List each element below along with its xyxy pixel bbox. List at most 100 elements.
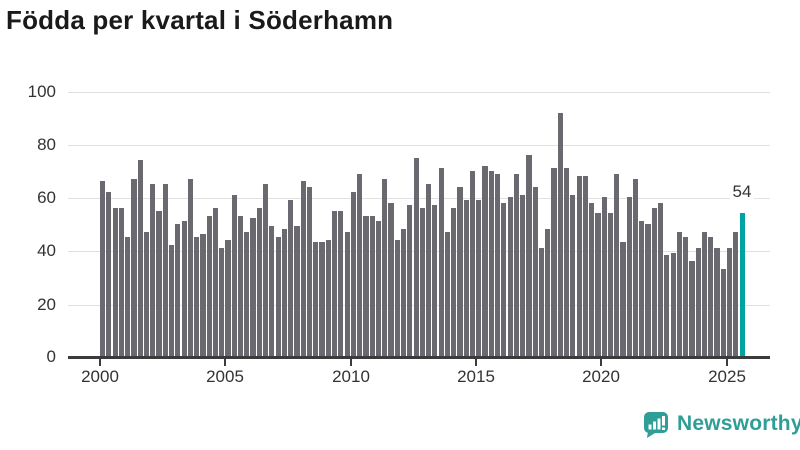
bar [419,207,425,356]
bar [369,215,375,356]
bar [407,205,413,356]
bar [137,160,143,356]
bar [363,215,369,356]
x-axis-label: 2025 [708,367,746,386]
bar [495,173,501,356]
bar [131,178,137,356]
bar [438,168,444,356]
bar [382,178,388,356]
y-axis-label: 100 [27,82,56,101]
bar [162,184,168,356]
bar [513,173,519,356]
bar [701,231,708,356]
bar [400,229,407,356]
bar [350,192,356,356]
bar [651,207,657,356]
bar [313,242,319,356]
bar [645,223,651,356]
bar [664,255,670,356]
bar [413,157,419,356]
x-axis-label: 2010 [332,367,370,386]
highlight-value-label: 54 [712,182,772,202]
bar [426,184,432,356]
bar [676,231,683,356]
x-axis-tick [475,359,477,366]
bar [607,213,614,356]
bar [476,199,482,356]
x-axis-tick [224,359,226,366]
bar [595,213,601,356]
bar [306,186,313,356]
gridline-60 [68,198,770,199]
bar [714,247,720,356]
x-axis-label: 2020 [582,367,620,386]
highlighted-bar [739,213,745,356]
bar [263,184,269,356]
x-axis-tick [350,359,352,366]
bar [451,207,457,356]
bar [275,236,281,356]
bar [112,207,118,356]
bar [639,221,645,356]
bar [482,165,488,356]
x-axis-tick [99,359,101,366]
bar [187,178,193,356]
bar [551,168,557,356]
bar [670,252,676,356]
bar [250,218,256,356]
y-axis-label: 40 [37,241,56,260]
bar [589,202,595,356]
bar [206,215,212,356]
y-axis-label: 80 [37,135,56,154]
y-axis-label: 0 [46,347,56,366]
bar [244,231,250,356]
bar [156,210,162,356]
bar [181,221,187,356]
bar [626,197,632,356]
newsworthy-logo-text: Newsworthy [677,412,800,435]
bar [457,186,463,356]
bar [394,239,400,356]
bar [689,260,695,356]
newsworthy-logo-icon [644,412,668,438]
bar [200,234,206,356]
bar [432,205,438,356]
x-axis-line [68,356,770,359]
newsworthy-logo-link[interactable]: Newsworthy [642,410,800,438]
bar [319,242,325,356]
bar [118,207,124,356]
bar [231,194,237,356]
bar [143,231,150,356]
bar [520,194,526,356]
bar [444,231,451,356]
bar [357,173,363,356]
bar [526,154,532,356]
bar [100,181,106,356]
bar [175,223,181,356]
gridline-80 [68,145,770,146]
y-axis-label: 20 [37,295,56,314]
bar [225,239,231,356]
bar [720,268,726,356]
bar [469,170,476,356]
bar [344,231,350,356]
bar [212,207,219,356]
bar [614,173,620,356]
bar [563,168,570,356]
bar [388,202,394,356]
bar [727,247,733,356]
y-axis-label: 60 [37,188,56,207]
bar [538,247,545,356]
gridline-40 [68,251,770,252]
bar [570,194,576,356]
bar [501,202,507,356]
bar [545,229,551,356]
bar [683,236,689,356]
bar [708,236,714,356]
bar [695,247,701,356]
bar [125,236,131,356]
bar [219,247,225,356]
bar [294,226,300,356]
x-axis-label: 2000 [81,367,119,386]
chart-title: Födda per kvartal i Söderhamn [6,5,394,35]
